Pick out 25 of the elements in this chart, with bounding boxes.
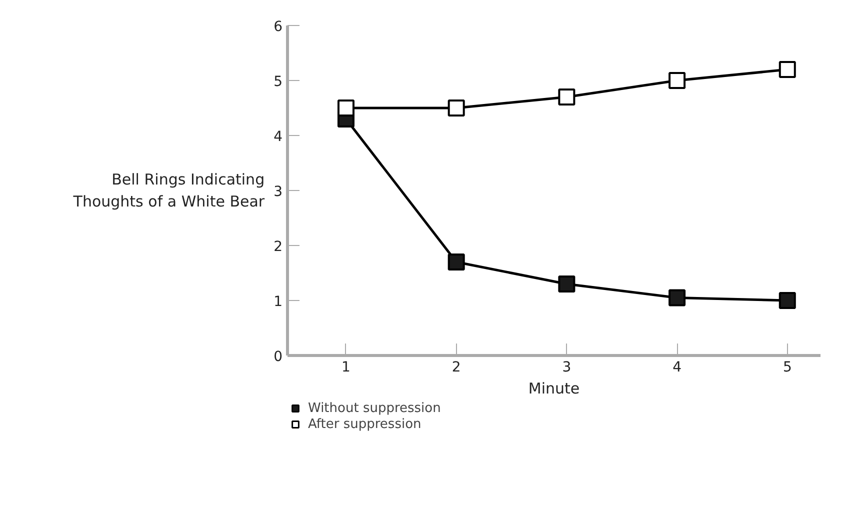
point — [558, 276, 576, 292]
point — [668, 289, 686, 306]
y-tick-label: 5 — [274, 74, 283, 90]
x-axis-title: Minute — [528, 380, 580, 398]
point — [448, 100, 465, 116]
x-tick-label: 3 — [562, 360, 572, 376]
point — [668, 72, 686, 89]
x-tick-label: 4 — [672, 360, 682, 376]
y-tick-label: 0 — [274, 349, 283, 365]
point — [337, 100, 354, 116]
point — [448, 254, 465, 270]
point — [778, 292, 796, 309]
x-tick-label: 5 — [782, 360, 792, 376]
y-tick-label: 4 — [274, 129, 283, 145]
x-tick-label: 1 — [342, 360, 350, 376]
y-tick-label: 2 — [274, 239, 283, 255]
y-tick-label: 3 — [274, 184, 283, 200]
y-tick-label: 1 — [274, 294, 283, 310]
point — [558, 88, 576, 106]
y-axis-title: Bell Rings Indicating Thoughts of a White Bear — [72, 170, 266, 210]
legend-label: After suppression — [308, 416, 422, 432]
point — [778, 61, 796, 78]
y-tick-label: 6 — [274, 19, 283, 35]
x-tick-label: 2 — [452, 360, 461, 376]
legend-label: Without suppression — [308, 400, 441, 416]
